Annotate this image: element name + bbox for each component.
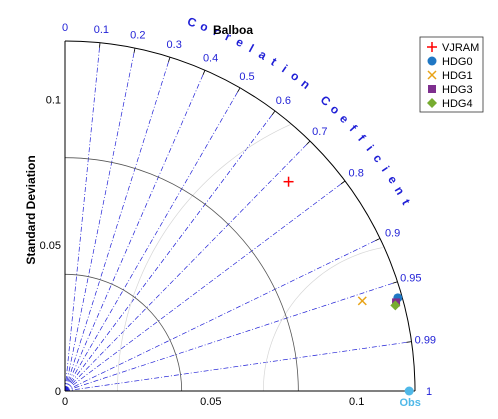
corr-ray — [64, 281, 398, 392]
rms-arc — [117, 124, 291, 392]
corr-tick-mark — [99, 42, 101, 48]
corr-title-char: i — [364, 142, 377, 153]
legend-marker-hdg4 — [427, 98, 437, 108]
corr-ray — [64, 238, 381, 392]
corr-tick-label: 0.1 — [94, 24, 109, 36]
label-layer: 000.050.050.10.10 0.1 0.20.30.40.50.60.70.… — [40, 14, 436, 409]
corr-title-char: C — [318, 93, 334, 109]
legend: VJRAM HDG0 HDG1 HDG3 HDG4 — [419, 36, 484, 113]
obs-point — [404, 386, 414, 396]
corr-tick-label: 0.7 — [312, 126, 327, 138]
corr-title-char: e — [337, 111, 352, 126]
corr-tick-label: 0.95 — [400, 272, 421, 284]
corr-tick-mark — [168, 57, 171, 63]
corr-title-char: e — [385, 173, 401, 186]
corr-tick-mark — [237, 87, 241, 93]
corr-tick-label: 1 — [426, 386, 432, 398]
corr-ray — [64, 140, 311, 392]
corr-tick-label: 0.4 — [203, 52, 218, 64]
x-tick-label: 0 — [62, 396, 68, 408]
corr-title-char: i — [379, 164, 392, 175]
corr-title-char: o — [328, 102, 343, 117]
std-arc — [64, 273, 183, 392]
corr-tick-label: 0.99 — [415, 335, 436, 347]
corr-tick-mark — [392, 281, 398, 284]
corr-title-char: c — [370, 151, 385, 165]
legend-label-hdg3: HDG3 — [442, 84, 473, 96]
corr-tick-mark — [406, 341, 412, 343]
obs-label: Obs — [399, 397, 420, 409]
x-tick-label: 0.05 — [200, 396, 221, 408]
corr-title-char: n — [298, 76, 312, 92]
y-tick-label: 0 — [55, 386, 61, 398]
corr-tick-mark — [202, 70, 206, 75]
corr-ray — [64, 70, 206, 392]
corr-tick-label: 0.6 — [276, 95, 291, 107]
data-point-hdg1 — [357, 296, 367, 306]
legend-label-hdg1: HDG1 — [442, 70, 473, 82]
corr-title-char: o — [288, 68, 302, 84]
legend-marker-hdg3 — [428, 85, 436, 93]
grid-layer — [64, 40, 416, 392]
corr-tick-mark — [340, 180, 346, 185]
axis-layer — [64, 41, 415, 392]
corr-title-char: r — [223, 29, 233, 44]
std-arc — [64, 157, 299, 392]
data-point-vjram — [283, 176, 294, 187]
corr-title-char: l — [247, 41, 257, 55]
y-tick-label: 0.1 — [46, 94, 61, 106]
legend-label-hdg4: HDG4 — [442, 98, 473, 110]
corr-ray — [64, 87, 241, 392]
corr-title-char: C — [186, 14, 199, 30]
corr-tick-label: 0.8 — [349, 168, 364, 180]
legend-label-hdg0: HDG0 — [442, 56, 473, 68]
corr-title-char: i — [279, 62, 290, 75]
legend-marker-hdg1 — [427, 70, 437, 80]
corr-ray — [64, 341, 412, 392]
corr-tick-mark — [271, 110, 276, 116]
y-axis-label: Standard Deviation — [24, 155, 38, 264]
corr-tick-label: 0.5 — [239, 71, 254, 83]
corr-tick-label: 0.2 — [130, 29, 145, 41]
corr-ray — [64, 110, 276, 392]
corr-title-char: f — [347, 122, 361, 135]
corr-ray — [64, 42, 101, 392]
corr-title-char: t — [268, 55, 279, 69]
point-layer — [283, 176, 414, 396]
corr-title-char: o — [198, 19, 210, 35]
corr-tick-mark — [306, 140, 311, 145]
corr-tick-mark — [133, 47, 136, 54]
corr-ray — [64, 180, 346, 392]
corr-ray — [64, 48, 136, 392]
corr-title-char: f — [355, 132, 369, 145]
legend-marker-vjram — [427, 42, 437, 52]
y-tick-label: 0.05 — [40, 240, 61, 252]
legend-marker-hdg0 — [427, 56, 437, 66]
corr-title-char: r — [211, 24, 221, 39]
outer-arc — [64, 40, 416, 392]
legend-label-vjram: VJRAM — [442, 42, 479, 54]
corr-tick-label: 0.9 — [385, 227, 400, 239]
chart-title: Balboa — [213, 23, 253, 37]
corr-title-char: t — [399, 197, 413, 207]
corr-title-char: n — [392, 184, 408, 197]
corr-tick-label: 0.3 — [167, 39, 182, 51]
corr-tick-mark — [375, 238, 381, 241]
data-point-hdg4 — [390, 300, 401, 311]
corr-tick-label: 0 — [62, 22, 68, 34]
rms-arc — [262, 247, 383, 392]
x-tick-label: 0.1 — [349, 396, 364, 408]
corr-ray — [64, 57, 171, 392]
corr-title-char: a — [256, 47, 269, 63]
